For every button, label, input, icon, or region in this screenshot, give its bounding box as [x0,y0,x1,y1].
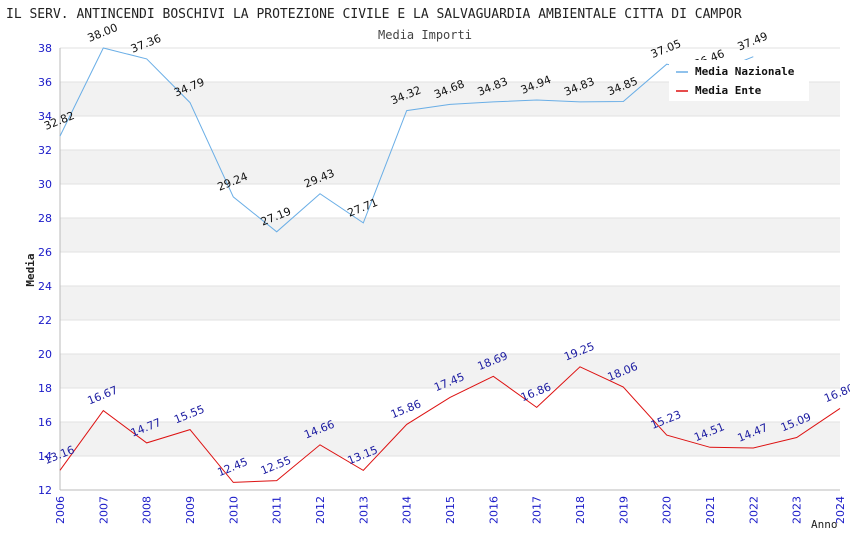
grid-band [60,354,840,388]
legend-label-ente: Media Ente [695,84,762,97]
y-tick-label: 30 [38,178,52,191]
data-label: 38.00 [86,21,120,45]
data-label: 37.36 [129,32,163,56]
x-tick-label: 2006 [54,496,67,524]
y-tick-label: 24 [38,280,52,293]
x-tick-label: 2024 [834,496,847,524]
x-tick-label: 2011 [271,496,284,524]
x-tick-label: 2017 [531,496,544,524]
data-label: 27.71 [346,196,380,220]
y-tick-label: 34 [38,110,52,123]
y-tick-label: 14 [38,450,52,463]
x-tick-label: 2008 [141,496,154,524]
x-tick-label: 2014 [401,496,414,524]
grid-bands [60,82,840,456]
data-label: 12.45 [216,455,250,479]
x-tick-label: 2013 [357,496,370,524]
x-tick-labels: 2006 2007 2008 2009 2010 2011 2012 2013 2014 2015… [54,496,847,524]
y-axis-title: Media [24,253,37,286]
y-tick-label: 22 [38,314,52,327]
series-line-nazionale [59,47,754,233]
x-tick-label: 2016 [487,496,500,524]
legend-box [669,60,809,101]
x-tick-label: 2023 [791,496,804,524]
x-tick-label: 2009 [184,496,197,524]
x-tick-label: 2021 [704,496,717,524]
x-axis-title: Anno [811,518,838,531]
data-label: 13.16 [42,443,76,467]
x-tick-label: 2015 [444,496,457,524]
x-tick-label: 2022 [747,496,760,524]
y-tick-label: 26 [38,246,52,259]
x-tick-label: 2018 [574,496,587,524]
grid-band [60,218,840,252]
legend-label-nazionale: Media Nazionale [695,65,795,78]
grid-band [60,422,840,456]
x-tick-label: 2012 [314,496,327,524]
y-tick-label: 38 [38,42,52,55]
y-tick-label: 36 [38,76,52,89]
legend: Media Nazionale Media Ente [669,60,809,101]
series-line-ente [59,366,841,483]
chart-title: IL SERV. ANTINCENDI BOSCHIVI LA PROTEZIO… [6,7,742,22]
x-tick-label: 2010 [227,496,240,524]
y-tick-label: 28 [38,212,52,225]
x-tick-label: 2019 [617,496,630,524]
series-lines [59,47,841,483]
data-label: 12.55 [259,454,293,478]
data-label: 37.05 [649,37,683,61]
y-tick-label: 18 [38,382,52,395]
y-tick-label: 16 [38,416,52,429]
y-tick-label: 32 [38,144,52,157]
y-tick-label: 12 [38,484,52,497]
grid-band [60,286,840,320]
y-tick-labels: 12 14 16 18 20 22 24 26 28 30 32 34 36 38 [38,42,52,497]
chart-subtitle: Media Importi [378,28,472,42]
x-tick-label: 2020 [661,496,674,524]
data-label: 37.49 [736,30,770,54]
y-tick-label: 20 [38,348,52,361]
x-tick-label: 2007 [97,496,110,524]
grid-band [60,150,840,184]
